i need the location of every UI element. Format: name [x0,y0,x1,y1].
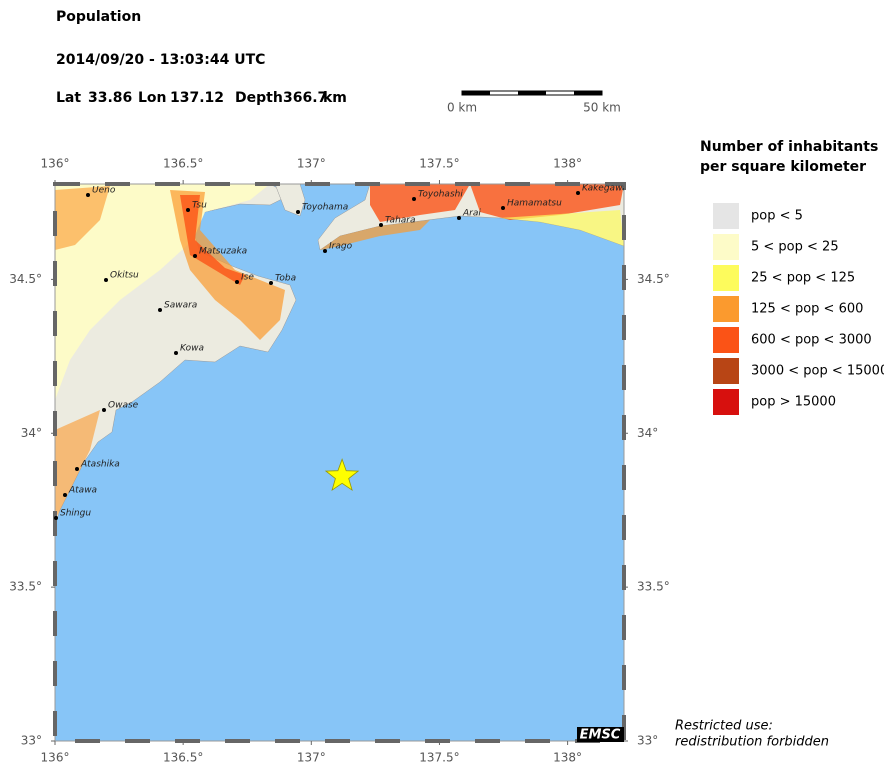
city-dot [457,216,461,220]
legend-title: Number of inhabitants [700,139,878,155]
depth-unit: km [323,90,347,106]
legend-label: 125 < pop < 600 [751,302,863,317]
cities: Ueno Tsu Matsuzaka Ise Toba Okitsu Sawara Kowa O… [54,184,628,520]
city-label: Irago [329,242,353,252]
city-label: Kowa [180,344,204,354]
city-label: Sawara [164,301,197,311]
city-label: Tahara [385,216,416,226]
legend-swatch [713,203,739,229]
city-label: Toyohama [302,203,348,213]
legend-label: 3000 < pop < 15000 [751,364,884,379]
city-label: Owase [108,401,139,411]
city-label: Okitsu [110,271,139,281]
legend-label: 600 < pop < 3000 [751,333,872,348]
city-dot [54,516,58,520]
x-tick-label: 138° [553,157,582,171]
city-dot [193,254,197,258]
city-dot [501,206,505,210]
city-dot [269,281,273,285]
city-dot [63,493,67,497]
scale-start: 0 km [447,101,477,115]
y-tick-label: 33° [21,734,42,748]
city-dot [104,278,108,282]
city-label: Matsuzaka [199,247,247,257]
legend-swatch [713,296,739,322]
y-tick-label: 34° [637,426,658,440]
x-tick-label: 136.5° [163,157,203,171]
datetime: 2014/09/20 - 13:03:44 UTC [56,52,265,68]
x-tick-label: 137° [297,751,326,765]
x-tick-label: 137.5° [419,157,459,171]
logo-text: EMSC [580,728,621,743]
y-tick-label: 34.5° [9,272,42,286]
footer-note: redistribution forbidden [675,735,829,750]
city-dot [576,191,580,195]
legend-swatch [713,234,739,260]
city-dot [412,197,416,201]
city-label: Atashika [80,460,120,470]
city-dot [323,249,327,253]
city-dot [379,223,383,227]
depth-value: 366.7 [283,90,327,106]
y-tick-label: 34° [21,426,42,440]
lon-value: 137.12 [170,90,224,106]
city-label: Ise [241,273,254,283]
epicenter [324,458,360,492]
y-tick-label: 34.5° [637,272,670,286]
city-dot [102,408,106,412]
city-label: Tsu [192,201,207,211]
city-dot [75,467,79,471]
city-label: Shingu [60,509,91,519]
y-tick-label: 33° [637,734,658,748]
city-label: Ueno [92,186,116,196]
scale-end: 50 km [583,101,621,115]
legend-swatch [713,265,739,291]
legend-title: per square kilometer [700,159,866,175]
city-label: Atawa [68,486,97,496]
legend-swatch [713,358,739,384]
legend-label: pop > 15000 [751,395,836,410]
x-tick-label: 136.5° [163,751,203,765]
legend-swatch [713,389,739,415]
city-dot [235,280,239,284]
city-label: Toba [275,274,296,284]
lat-value: 33.86 [88,90,132,106]
x-tick-label: 136° [41,751,70,765]
city-dot [158,308,162,312]
x-tick-label: 137.5° [419,751,459,765]
city-label: Kakegawa [582,184,628,194]
lon-label: Lon [138,90,167,106]
city-label: Arai [462,209,481,219]
x-tick-label: 138° [553,751,582,765]
city-dot [296,210,300,214]
depth-label: Depth [235,90,283,106]
legend-swatch [713,327,739,353]
title: Population [56,9,141,25]
city-dot [86,193,90,197]
footer-note: Restricted use: [675,719,773,734]
scale-bar: 0 km 50 km [447,90,621,115]
y-tick-label: 33.5° [9,580,42,594]
city-dot [174,351,178,355]
legend-label: 5 < pop < 25 [751,240,839,255]
city-label: Hamamatsu [507,199,562,209]
city-label: Toyohashi [418,190,463,200]
legend-label: 25 < pop < 125 [751,271,855,286]
lat-label: Lat [56,90,81,106]
x-tick-label: 136° [41,157,70,171]
map [55,184,624,741]
map-frame [53,182,626,743]
city-dot [186,208,190,212]
legend-label: pop < 5 [751,209,803,224]
y-tick-label: 33.5° [637,580,670,594]
x-tick-label: 137° [297,157,326,171]
logo: EMSC [577,727,624,743]
